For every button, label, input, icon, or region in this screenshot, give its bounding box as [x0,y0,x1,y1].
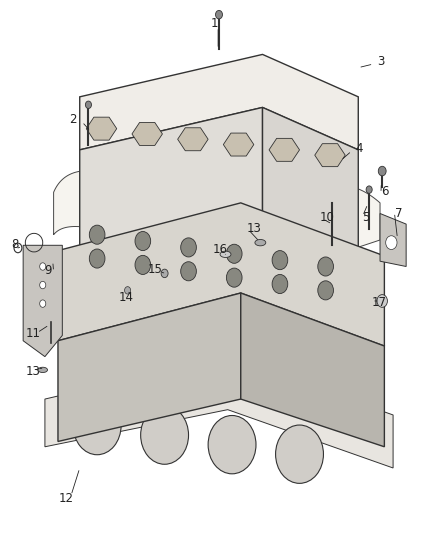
Text: 4: 4 [355,142,363,155]
Text: 16: 16 [213,243,228,256]
Circle shape [272,251,288,270]
Text: 8: 8 [12,238,19,251]
Circle shape [378,166,386,176]
Circle shape [161,269,168,278]
Circle shape [124,287,131,294]
Circle shape [89,225,105,244]
Polygon shape [262,108,358,261]
Polygon shape [315,144,345,167]
Circle shape [208,416,256,474]
Ellipse shape [255,239,266,246]
Circle shape [226,268,242,287]
Text: 15: 15 [148,263,162,276]
Text: 10: 10 [319,211,334,224]
Circle shape [276,425,323,483]
Text: 1: 1 [211,17,219,30]
Text: 5: 5 [362,211,370,224]
Polygon shape [45,357,393,468]
Circle shape [73,397,121,455]
Circle shape [377,295,388,308]
Circle shape [85,101,92,109]
Polygon shape [53,171,380,261]
Text: 14: 14 [119,291,134,304]
Polygon shape [132,123,162,146]
Circle shape [89,249,105,268]
Polygon shape [86,117,117,140]
Polygon shape [58,293,241,441]
Text: 6: 6 [381,185,389,198]
Ellipse shape [38,367,47,373]
Circle shape [318,281,333,300]
Text: 17: 17 [371,296,386,309]
Circle shape [135,231,151,251]
Circle shape [135,255,151,274]
Polygon shape [58,203,385,346]
Circle shape [181,238,196,257]
Text: 3: 3 [378,55,385,68]
Text: 2: 2 [70,112,77,126]
Circle shape [366,186,372,193]
Polygon shape [178,128,208,151]
Circle shape [40,263,46,270]
Circle shape [386,236,397,249]
Text: 12: 12 [58,492,73,505]
Text: 13: 13 [25,365,40,378]
Circle shape [181,262,196,281]
Circle shape [141,406,188,464]
Circle shape [40,281,46,289]
Circle shape [318,257,333,276]
Polygon shape [380,214,406,266]
Polygon shape [223,133,254,156]
Polygon shape [241,293,385,447]
Text: 9: 9 [44,264,52,277]
Polygon shape [80,108,262,261]
Circle shape [272,274,288,294]
Polygon shape [23,245,62,357]
Polygon shape [269,139,300,161]
Circle shape [40,300,46,308]
Polygon shape [80,54,358,150]
Text: 7: 7 [395,207,402,220]
Text: 13: 13 [247,222,261,235]
Text: 11: 11 [25,327,40,340]
Circle shape [226,244,242,263]
Ellipse shape [220,251,231,257]
Circle shape [215,11,223,19]
